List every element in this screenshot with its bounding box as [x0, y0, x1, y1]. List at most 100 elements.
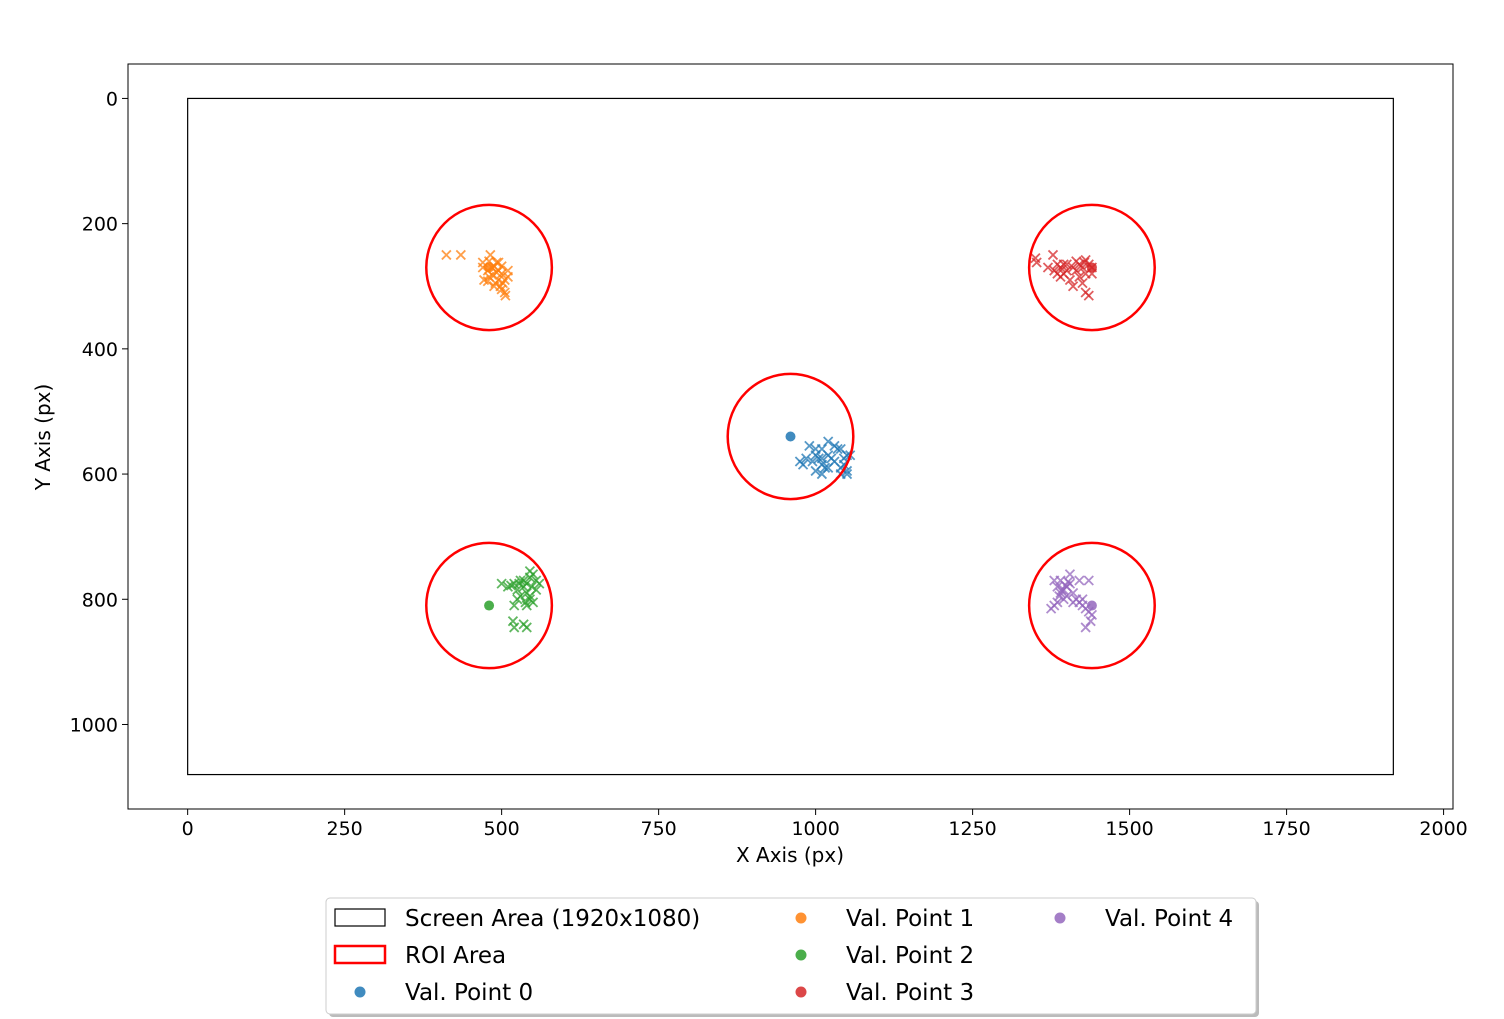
y-axis-label: Y Axis (px): [31, 384, 55, 492]
gaze-cross: [509, 600, 520, 611]
legend-label: Val. Point 3: [846, 980, 974, 1006]
gaze-cross: [520, 597, 531, 608]
gaze-cross: [823, 436, 834, 447]
target-point: [484, 600, 495, 611]
gaze-cross: [1054, 591, 1065, 602]
gaze-cross: [1045, 603, 1057, 614]
gaze-cross: [810, 465, 821, 477]
gaze-cross: [488, 281, 500, 292]
gaze-cross: [1067, 281, 1079, 292]
roi-circle: [425, 541, 554, 670]
gaze-cross: [521, 600, 532, 611]
gaze-cross: [1077, 594, 1088, 605]
x-tick-label: 1750: [1262, 818, 1310, 840]
legend-marker: [795, 912, 807, 924]
gaze-cross: [521, 622, 532, 633]
axes-frame: [127, 63, 1454, 810]
x-tick-label: 2000: [1419, 818, 1467, 840]
gaze-cross: [1074, 271, 1085, 282]
legend-marker: [354, 986, 366, 998]
legend-box: [325, 897, 1257, 1015]
legend-swatch: [333, 944, 387, 965]
legend-swatch: [334, 908, 386, 927]
target-point: [1086, 262, 1097, 273]
gaze-cross: [1042, 262, 1054, 273]
y-tick-label: 400: [82, 339, 118, 361]
plot-layer: [187, 97, 1394, 776]
roi-circle: [425, 203, 554, 332]
roi-circle: [1027, 541, 1156, 670]
gaze-cross: [502, 265, 514, 276]
y-tick-label: 800: [82, 589, 118, 611]
x-tick-label: 750: [640, 818, 676, 840]
gaze-cross: [826, 453, 837, 464]
legend-label: Val. Point 4: [1105, 906, 1233, 932]
gaze-cross: [478, 274, 490, 286]
gaze-cross: [512, 594, 523, 605]
legend-marker: [795, 949, 807, 961]
x-tick-label: 1500: [1105, 818, 1153, 840]
target-point: [1086, 600, 1097, 611]
gaze-cross: [1055, 271, 1066, 282]
gaze-cross: [1056, 584, 1067, 596]
gaze-cross: [512, 584, 523, 596]
gaze-cross: [1061, 259, 1072, 270]
gaze-cross: [527, 597, 539, 608]
gaze-cross: [797, 459, 809, 470]
gaze-cross: [810, 443, 821, 455]
legend-label: Val. Point 2: [846, 943, 974, 969]
gaze-cross: [1062, 576, 1074, 587]
roi-circle: [726, 372, 855, 501]
gaze-cross: [1047, 249, 1059, 261]
screen-area-rect: [187, 97, 1394, 776]
gaze-cross: [441, 249, 452, 261]
legend-label: Val. Point 1: [846, 906, 974, 932]
gaze-cross: [816, 453, 828, 464]
y-tick-label: 200: [82, 214, 118, 236]
gaze-cross: [1080, 622, 1091, 633]
series-0: [726, 372, 856, 501]
gaze-cross: [1071, 265, 1082, 276]
gaze-cross: [807, 456, 818, 467]
x-tick-label: 1250: [948, 818, 996, 840]
series-4: [1027, 541, 1156, 670]
gaze-cross: [531, 584, 542, 596]
gaze-cross: [534, 578, 545, 589]
gaze-cross: [1064, 569, 1076, 580]
legend: Screen Area (1920x1080) ROI Area Val. Poin…: [325, 897, 1259, 1017]
gaze-cross: [832, 443, 843, 455]
series-3: [1027, 203, 1156, 332]
target-point: [484, 262, 495, 273]
gaze-cross: [1074, 575, 1085, 586]
y-tick-label: 0: [106, 88, 118, 110]
legend-label: ROI Area: [405, 943, 506, 969]
gaze-cross: [823, 462, 834, 473]
gaze-cross: [515, 575, 526, 586]
gaze-cross: [500, 290, 511, 301]
target-point: [785, 431, 796, 442]
x-tick-label: 0: [182, 818, 194, 840]
gaze-cross: [1083, 290, 1094, 301]
gaze-cross: [1058, 259, 1069, 270]
legend-marker: [795, 986, 807, 998]
gaze-cross: [496, 578, 507, 589]
gaze-cross: [455, 249, 466, 261]
gaze-cross: [1031, 257, 1042, 268]
gaze-cross: [509, 622, 520, 633]
gaze-cross: [524, 565, 536, 577]
series-2: [425, 541, 554, 670]
series-1: [425, 203, 554, 332]
gaze-cross: [1067, 597, 1079, 608]
gaze-cross: [801, 453, 812, 464]
gaze-cross: [1083, 575, 1094, 586]
x-axis-label: X Axis (px): [736, 843, 844, 867]
y-tick-label: 600: [82, 464, 118, 486]
tick-layer: 0 250 500 750 1000 1250 1500 1750 2000 0 200 400 600…: [70, 88, 1468, 840]
gaze-cross: [838, 453, 850, 464]
roi-circle: [1027, 203, 1156, 332]
legend-label: Screen Area (1920x1080): [405, 906, 700, 932]
gaze-cross: [819, 462, 831, 473]
gaze-cross: [502, 581, 514, 592]
gaze-cross: [1067, 587, 1079, 599]
